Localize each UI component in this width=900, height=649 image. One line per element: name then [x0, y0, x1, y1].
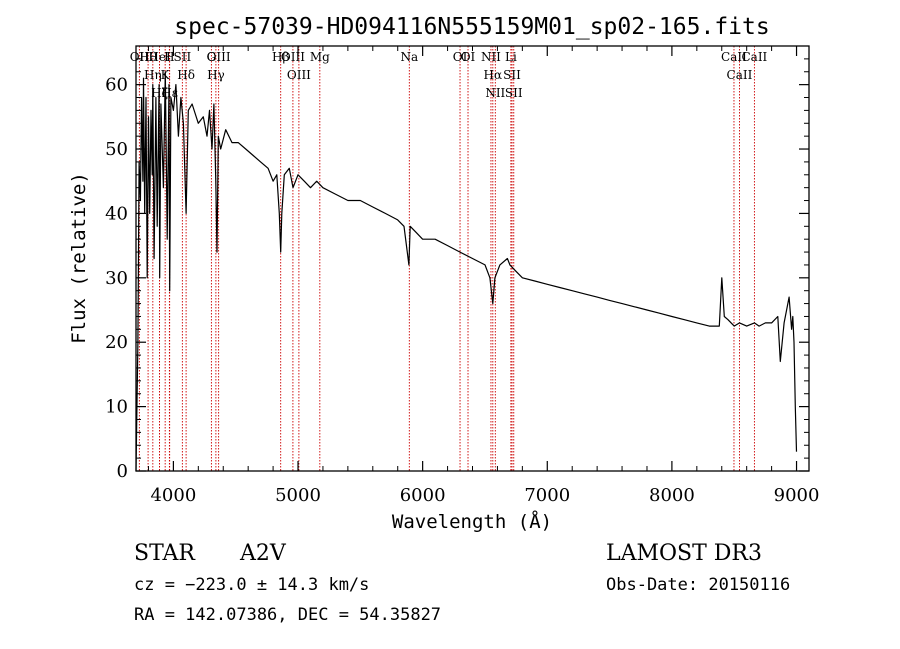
y-tick-label: 0: [117, 461, 128, 482]
y-axis-label: Flux (relative): [68, 172, 90, 344]
sky-coordinates: RA = 142.07386, DEC = 54.35827: [134, 605, 441, 625]
line-marker-label: CaII: [727, 68, 753, 82]
line-marker-label: CaII: [741, 50, 767, 64]
line-marker-label: OI: [461, 50, 476, 64]
line-marker-label: HeI: [148, 50, 171, 64]
line-marker-label: H: [164, 50, 174, 64]
line-marker-label: SII: [505, 86, 523, 100]
line-marker-label: OIII: [207, 50, 231, 64]
object-class: STAR: [134, 541, 196, 566]
y-axis-ticks: 0 10 20 30 40 50 60: [105, 58, 809, 482]
x-tick-label: 8000: [649, 485, 695, 506]
line-marker-label: Hη: [144, 68, 162, 82]
object-subclass: A2V: [239, 541, 287, 566]
line-marker-label: SII: [174, 50, 192, 64]
line-marker-label: OIII: [287, 68, 311, 82]
line-marker-label: Hθ: [139, 50, 157, 64]
survey-name: LAMOST DR3: [606, 541, 762, 566]
line-marker-label: NII: [481, 50, 501, 64]
x-axis-ticks: 4000 5000 6000 7000 8000 9000: [147, 46, 820, 506]
line-marker-label: G: [207, 50, 217, 64]
y-tick-label: 40: [105, 203, 128, 224]
x-axis-label: Wavelength (Å): [392, 510, 552, 533]
x-tick-label: 7000: [524, 485, 570, 506]
line-marker-label: Na: [400, 50, 418, 64]
line-marker-label: Hγ: [207, 68, 225, 82]
line-marker-label: Hζ: [151, 86, 168, 100]
observation-date: Obs-Date: 20150116: [606, 575, 790, 595]
line-marker-label: CaII: [721, 50, 747, 64]
line-marker-label: Hα: [484, 68, 503, 82]
spectrum-line: [135, 71, 798, 472]
line-marker-label: Mg: [310, 50, 330, 64]
line-marker-label: Hδ: [177, 68, 195, 82]
line-marker-label: Li: [505, 50, 517, 64]
y-tick-label: 60: [105, 75, 128, 96]
x-tick-label: 4000: [150, 485, 196, 506]
redshift-velocity: cz = −223.0 ± 14.3 km/s: [134, 575, 369, 595]
line-marker-label: Hβ: [272, 50, 289, 64]
y-tick-label: 10: [105, 397, 128, 418]
line-marker-label: NII: [485, 86, 505, 100]
x-tick-label: 5000: [275, 485, 321, 506]
line-marker-label: SII: [503, 68, 521, 82]
y-tick-label: 30: [105, 268, 128, 289]
y-tick-label: 50: [105, 139, 128, 160]
line-markers: [138, 46, 755, 471]
chart-title: spec-57039-HD094116N555159M01_sp02-165.f…: [174, 14, 769, 40]
x-tick-label: 6000: [400, 485, 446, 506]
line-marker-label: OII: [130, 50, 150, 64]
x-tick-label: 9000: [774, 485, 820, 506]
line-marker-label: OIII: [281, 50, 305, 64]
y-tick-label: 20: [105, 332, 128, 353]
line-marker-label: OI: [453, 50, 468, 64]
